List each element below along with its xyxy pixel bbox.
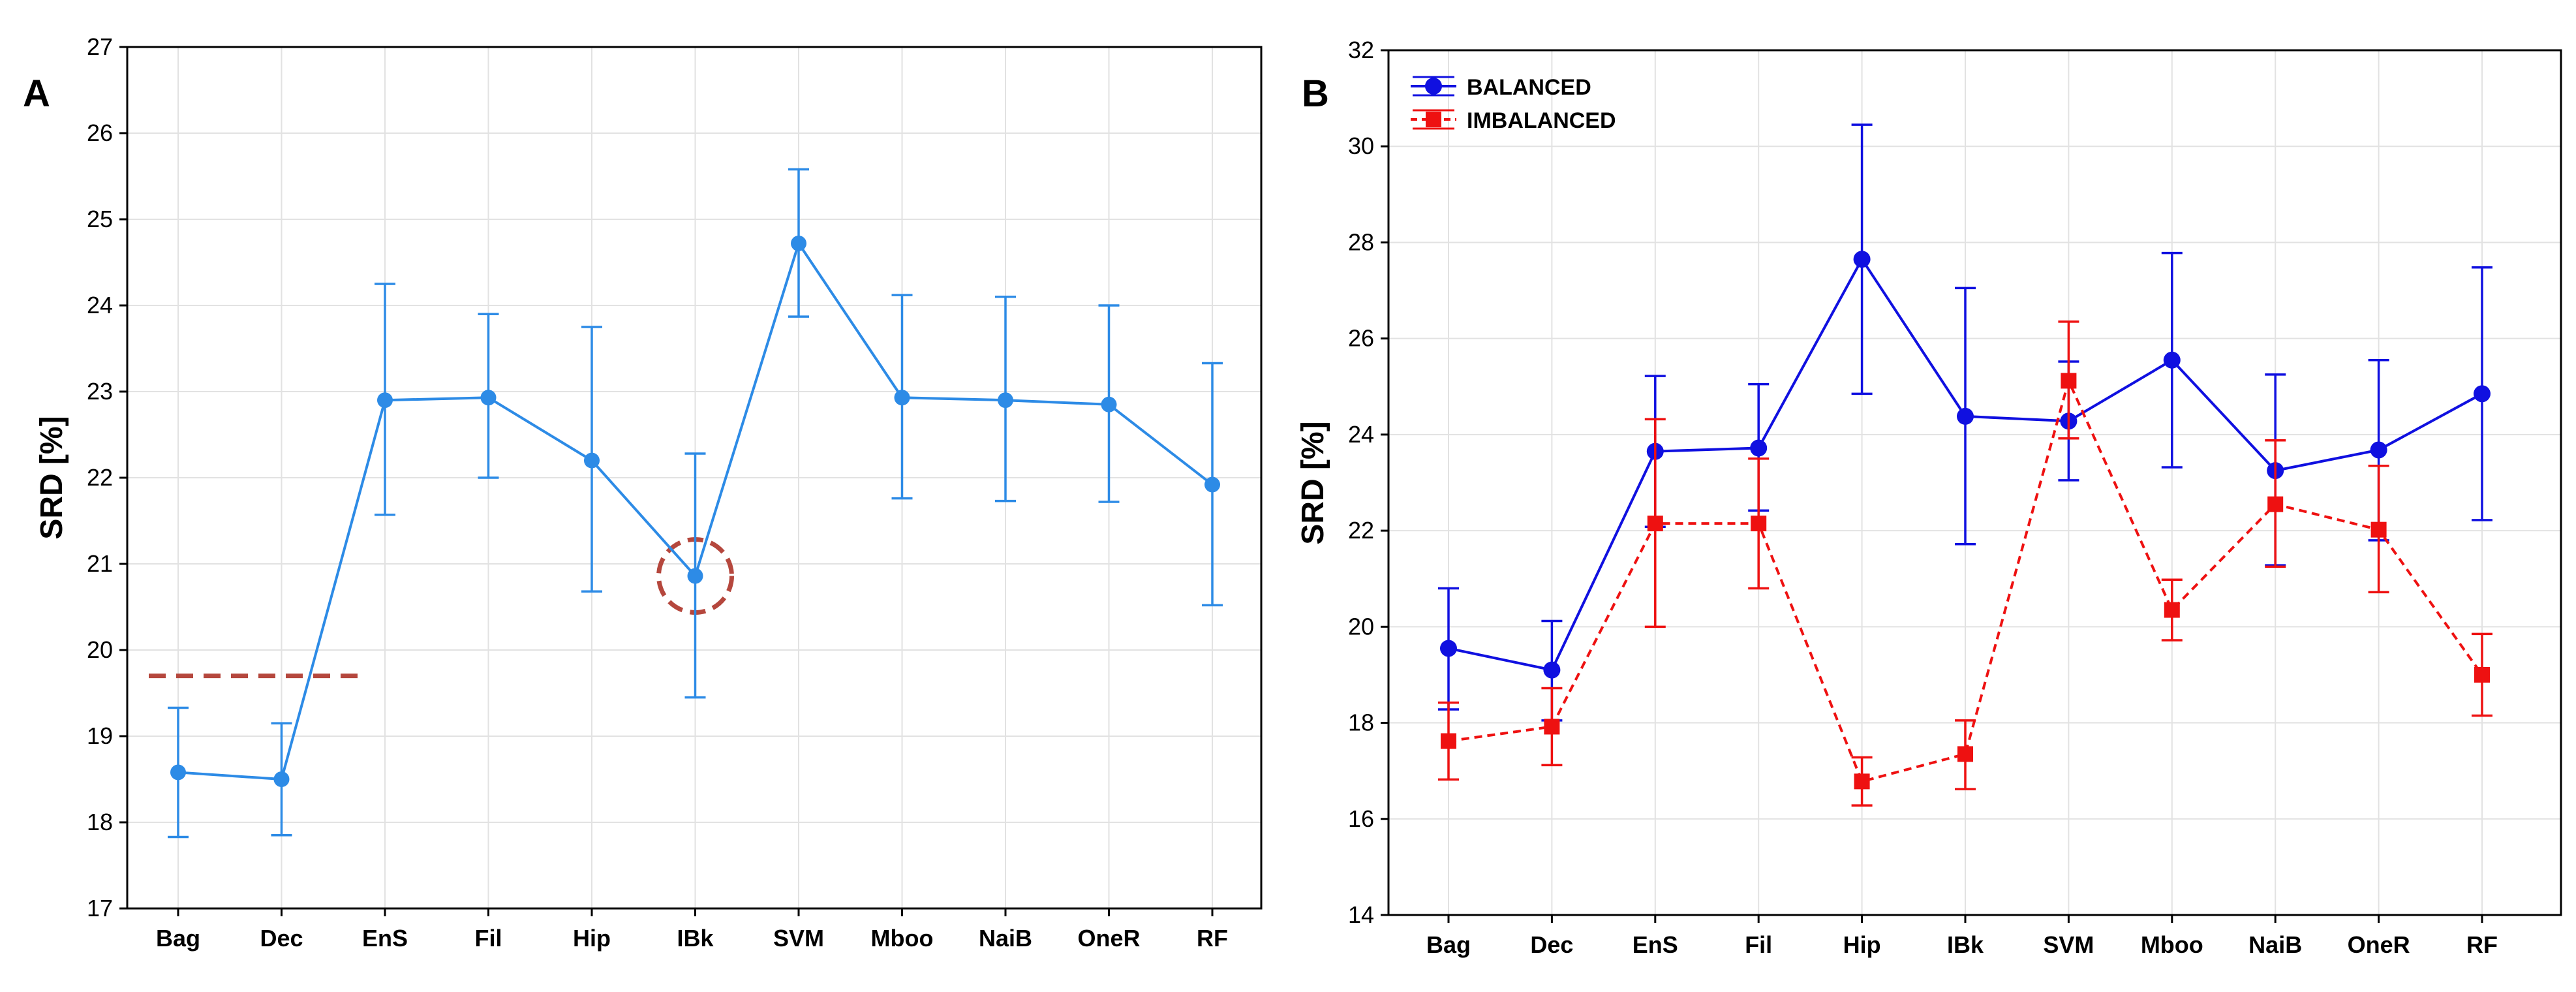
data-point — [791, 235, 806, 251]
panel-a-x-tick-label: IBk — [677, 925, 714, 952]
data-point — [377, 392, 393, 409]
panel-a-y-tick-label: 25 — [87, 206, 113, 232]
data-point — [2267, 496, 2284, 512]
panel-a-series-srd — [168, 168, 1223, 839]
data-point — [1750, 439, 1768, 457]
panel-b-y-ticks: 14 16 18 20 22 24 26 28 30 32 — [1348, 37, 1388, 928]
data-point — [170, 764, 186, 781]
panel-a: A 17 18 19 20 21 22 23 24 25 26 27 Bag Dec EnS Fil Hip… — [23, 33, 1263, 952]
panel-a-y-axis-title: SRD [%] — [35, 416, 69, 539]
panel-a-x-tick-label: OneR — [1077, 925, 1140, 952]
panel-b-y-tick-label: 18 — [1348, 709, 1374, 736]
panel-b-x-ticks: Bag Dec EnS Fil Hip IBk SVM Mboo NaiB OneR RF — [1426, 915, 2498, 958]
data-point — [1647, 516, 1663, 532]
data-point — [584, 452, 600, 469]
panel-b: B 14 16 18 20 22 24 26 28 30 32 Bag Dec EnS Fil Hip IB… — [1296, 37, 2562, 958]
panel-a-y-tick-label: 19 — [87, 722, 113, 749]
panel-b-plot-frame — [1387, 49, 2562, 916]
panel-a-y-tick-label: 22 — [87, 464, 113, 491]
panel-a-x-tick-label: Hip — [573, 925, 611, 952]
data-point — [1543, 661, 1561, 679]
data-point — [1853, 251, 1871, 268]
data-point — [1957, 746, 1973, 762]
panel-b-y-tick-label: 30 — [1348, 132, 1374, 159]
data-point — [998, 392, 1013, 409]
panel-b-x-tick-label: Bag — [1426, 931, 1471, 958]
data-point — [2061, 373, 2077, 389]
panel-b-y-tick-label: 22 — [1348, 517, 1374, 544]
legend-label-imbalanced: IMBALANCED — [1467, 108, 1616, 133]
panel-a-x-tick-label: SVM — [773, 925, 824, 952]
panel-b-x-tick-label: Fil — [1745, 931, 1772, 958]
panel-a-x-tick-label: Dec — [260, 925, 303, 952]
panel-a-y-tick-label: 26 — [87, 119, 113, 146]
panel-a-y-tick-label: 18 — [87, 809, 113, 835]
panel-a-x-tick-label: Fil — [475, 925, 502, 952]
legend-marker-imbalanced — [1426, 112, 1441, 127]
panel-a-y-tick-label: 23 — [87, 378, 113, 405]
data-point — [1440, 640, 1457, 657]
data-point — [1854, 773, 1870, 790]
panel-a-x-ticks: Bag Dec EnS Fil Hip IBk SVM Mboo NaiB OneR RF — [156, 908, 1228, 952]
panel-b-x-tick-label: Dec — [1530, 931, 1573, 958]
data-point — [2370, 441, 2387, 459]
data-point — [273, 771, 290, 787]
panel-b-x-tick-label: OneR — [2348, 931, 2410, 958]
data-point — [2163, 351, 2181, 369]
legend-entry-balanced: BALANCED — [1411, 75, 1591, 100]
data-point — [480, 390, 497, 406]
panel-b-y-tick-label: 28 — [1348, 228, 1374, 255]
panel-b-x-tick-label: Mboo — [2141, 931, 2203, 958]
panel-a-y-ticks: 17 18 19 20 21 22 23 24 25 26 27 — [87, 33, 127, 922]
panel-a-x-tick-label: RF — [1197, 925, 1228, 952]
panel-b-series-imbalanced — [1438, 320, 2492, 807]
panel-a-series — [168, 168, 1223, 839]
panel-a-x-tick-label: EnS — [362, 925, 408, 952]
panel-a-letter: A — [23, 72, 50, 115]
data-point — [1204, 476, 1220, 493]
panel-b-x-tick-label: SVM — [2043, 931, 2094, 958]
data-point — [2370, 521, 2387, 538]
panel-b-series — [1438, 123, 2492, 807]
panel-b-y-tick-label: 20 — [1348, 613, 1374, 640]
data-point — [1751, 516, 1767, 532]
panel-b-letter: B — [1302, 72, 1329, 115]
data-point — [894, 390, 910, 406]
panel-a-x-tick-label: Bag — [156, 925, 200, 952]
panel-b-x-tick-label: Hip — [1843, 931, 1881, 958]
legend-label-balanced: BALANCED — [1467, 75, 1591, 100]
panel-b-y-tick-label: 14 — [1348, 901, 1374, 928]
panel-a-y-tick-label: 17 — [87, 895, 113, 922]
panel-a-x-tick-label: Mboo — [871, 925, 934, 952]
data-point — [1101, 396, 1117, 412]
panel-a-y-tick-label: 20 — [87, 636, 113, 663]
panel-b-y-tick-label: 32 — [1348, 37, 1374, 63]
data-point — [2164, 602, 2180, 618]
data-point — [2474, 385, 2491, 403]
panel-a-y-tick-label: 21 — [87, 550, 113, 577]
panel-b-y-tick-label: 26 — [1348, 325, 1374, 352]
panel-b-y-tick-label: 24 — [1348, 421, 1374, 448]
panel-b-x-tick-label: IBk — [1947, 931, 1984, 958]
data-point — [2474, 666, 2490, 683]
panel-b-y-tick-label: 16 — [1348, 805, 1374, 832]
panel-a-y-tick-label: 24 — [87, 292, 113, 318]
panel-a-y-tick-label: 27 — [87, 33, 113, 60]
panel-b-legend: BALANCED IMBALANCED — [1411, 75, 1616, 133]
panel-b-y-axis-title: SRD [%] — [1296, 421, 1330, 544]
legend-entry-imbalanced: IMBALANCED — [1411, 108, 1616, 133]
data-point — [1441, 733, 1456, 749]
data-point — [1957, 407, 1974, 425]
data-point — [1544, 719, 1560, 735]
panel-b-x-tick-label: EnS — [1633, 931, 1678, 958]
panel-a-x-tick-label: NaiB — [979, 925, 1032, 952]
data-point — [687, 568, 703, 584]
panel-b-x-tick-label: RF — [2466, 931, 2498, 958]
legend-marker-balanced — [1425, 78, 1442, 95]
panel-b-x-tick-label: NaiB — [2248, 931, 2302, 958]
